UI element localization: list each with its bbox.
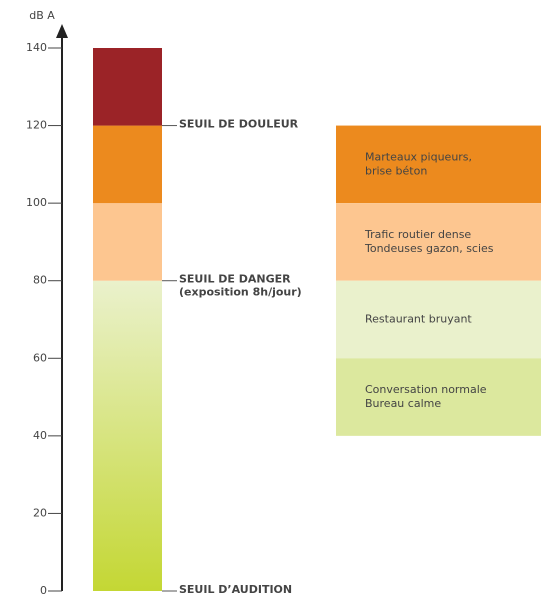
example-label: Restaurant bruyant <box>365 313 472 326</box>
y-tick-label: 120 <box>26 119 47 132</box>
y-tick-label: 20 <box>33 506 47 519</box>
example-box <box>336 280 541 359</box>
y-tick-label: 60 <box>33 351 47 364</box>
axis-label: dB A <box>29 9 55 22</box>
example-label: Bureau calme <box>365 397 441 410</box>
example-label: Tondeuses gazon, scies <box>364 242 494 255</box>
bar-segment <box>93 125 162 204</box>
threshold-label: SEUIL D’AUDITION <box>179 583 292 596</box>
example-box <box>336 358 541 436</box>
bar-segment <box>93 280 162 591</box>
example-box <box>336 203 541 281</box>
example-label: Marteaux piqueurs, <box>365 150 472 163</box>
example-box <box>336 125 541 204</box>
y-tick-label: 80 <box>33 274 47 287</box>
example-label: Trafic routier dense <box>364 228 471 241</box>
axis-arrow <box>56 24 68 38</box>
y-tick-label: 140 <box>26 41 47 54</box>
bar-segment <box>93 48 162 126</box>
y-tick-label: 0 <box>40 584 47 597</box>
bar-segment <box>93 203 162 281</box>
example-label: brise béton <box>365 164 427 177</box>
threshold-label: SEUIL DE DANGER <box>179 273 291 286</box>
threshold-note: (exposition 8h/jour) <box>179 286 302 299</box>
y-tick-label: 40 <box>33 429 47 442</box>
example-label: Conversation normale <box>365 383 487 396</box>
y-tick-label: 100 <box>26 196 47 209</box>
threshold-label: SEUIL DE DOULEUR <box>179 118 299 131</box>
